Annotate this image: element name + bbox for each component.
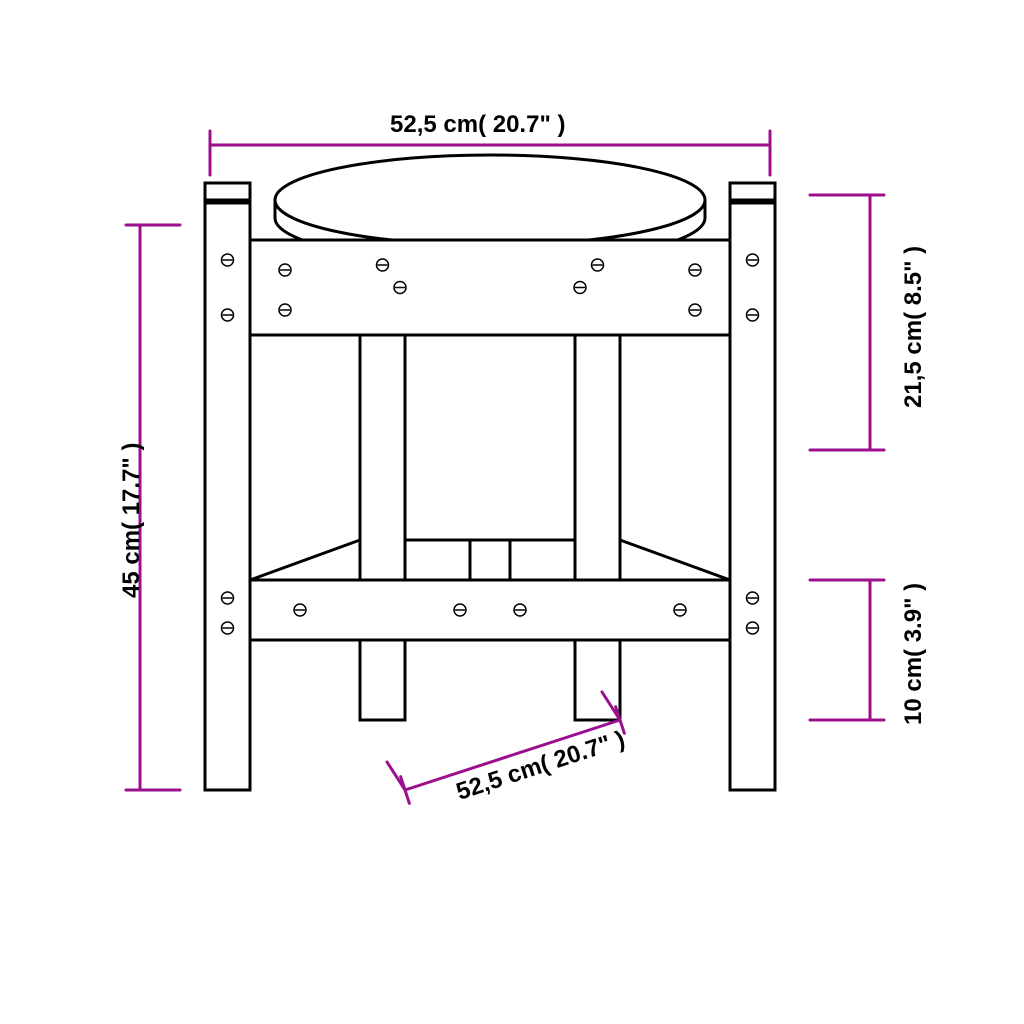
diagram-svg (0, 0, 1024, 1024)
diagram-canvas: 52,5 cm( 20.7" ) 45 cm( 17.7" ) 21,5 cm(… (0, 0, 1024, 1024)
dimension-stretcher-right: 10 cm( 3.9" ) (900, 583, 928, 725)
dimension-width-top: 52,5 cm( 20.7" ) (390, 111, 565, 139)
dimension-height-left: 45 cm( 17.7" ) (118, 442, 146, 597)
dimension-apron-right: 21,5 cm( 8.5" ) (900, 245, 928, 407)
